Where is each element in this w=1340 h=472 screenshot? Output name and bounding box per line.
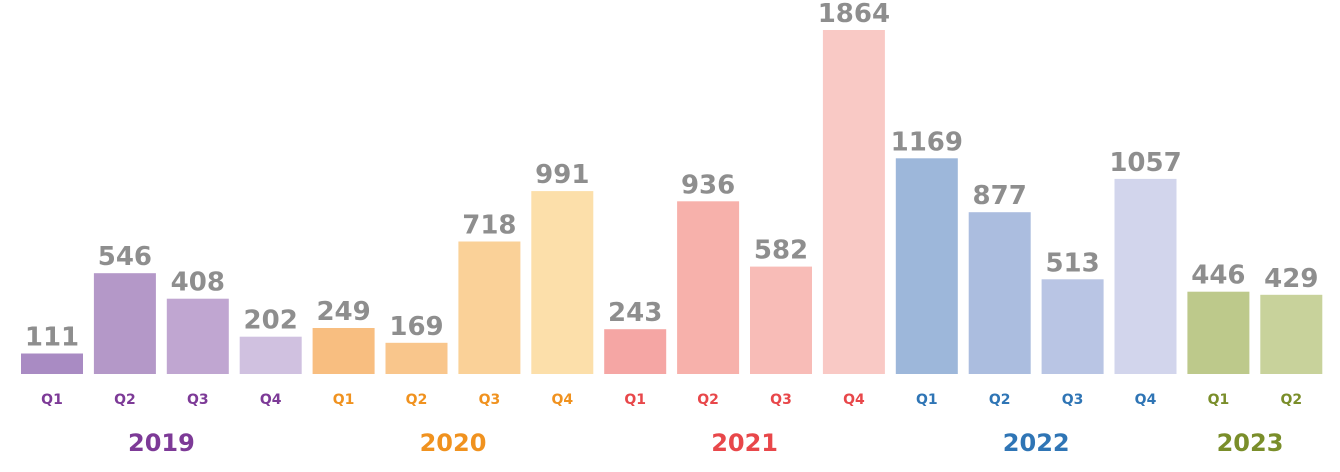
quarter-labels-layer: Q1 Q2 Q3 Q4 Q1 Q2 Q3 Q4 Q1 Q2 Q3 Q4 Q1 Q2 Q3 Q4 Q1 Q2 <box>41 392 1302 408</box>
value-label-2022-q4: 1057 <box>1109 148 1181 178</box>
quarter-label-2023-q1: Q1 <box>1208 392 1230 408</box>
quarter-label-2019-q2: Q2 <box>114 392 136 408</box>
quarter-label-2021-q3: Q3 <box>770 392 792 408</box>
quarter-label-2022-q1: Q1 <box>916 392 938 408</box>
quarter-label-2020-q3: Q3 <box>479 392 501 408</box>
year-label-2021: 2021 <box>711 429 778 457</box>
bar-2023-q2 <box>1260 294 1323 374</box>
quarter-label-2021-q2: Q2 <box>697 392 719 408</box>
value-label-2019-q2: 546 <box>98 242 152 272</box>
bar-2022-q3 <box>1041 279 1104 374</box>
value-label-2023-q2: 429 <box>1264 264 1318 294</box>
value-label-2019-q3: 408 <box>171 268 225 298</box>
quarter-label-2022-q4: Q4 <box>1135 392 1157 408</box>
bar-2020-q4 <box>531 191 594 374</box>
bar-2019-q2 <box>93 273 156 374</box>
quarter-label-2022-q2: Q2 <box>989 392 1011 408</box>
bar-2021-q3 <box>750 266 812 374</box>
quarter-label-2021-q1: Q1 <box>624 392 646 408</box>
value-labels-layer: 111 546 408 202 249 169 718 991 243 936 582 1864 116… <box>25 0 1319 353</box>
quarter-label-2022-q3: Q3 <box>1062 392 1084 408</box>
bar-2020-q3 <box>458 241 521 374</box>
quarter-label-2019-q4: Q4 <box>260 392 282 408</box>
value-label-2020-q3: 718 <box>462 211 516 241</box>
value-label-2021-q4: 1864 <box>818 0 890 29</box>
value-label-2022-q3: 513 <box>1045 248 1099 278</box>
value-label-2021-q2: 936 <box>681 170 735 200</box>
value-label-2023-q1: 446 <box>1191 261 1245 291</box>
bar-2023-q1 <box>1187 291 1250 374</box>
value-label-2019-q4: 202 <box>244 306 298 336</box>
quarter-label-2023-q2: Q2 <box>1280 392 1302 408</box>
bar-2019-q1 <box>21 353 83 374</box>
year-label-2022: 2022 <box>1003 429 1070 457</box>
value-label-2021-q1: 243 <box>608 298 662 328</box>
value-label-2022-q2: 877 <box>973 181 1027 211</box>
value-label-2020-q4: 991 <box>535 160 589 190</box>
bar-2021-q2 <box>677 201 740 374</box>
bar-2022-q2 <box>968 212 1031 374</box>
bar-2022-q1 <box>895 158 958 374</box>
bar-2021-q4 <box>822 30 885 374</box>
value-label-2020-q1: 249 <box>316 297 370 327</box>
bar-2020-q2 <box>385 342 448 374</box>
year-label-2023: 2023 <box>1217 429 1284 457</box>
value-label-2019-q1: 111 <box>25 323 79 353</box>
value-label-2020-q2: 169 <box>389 312 443 342</box>
quarter-label-2020-q4: Q4 <box>551 392 573 408</box>
value-label-2022-q1: 1169 <box>891 127 963 157</box>
bar-2019-q3 <box>166 298 229 374</box>
bar-2019-q4 <box>239 336 302 374</box>
year-labels-layer: 2019 2020 2021 2022 2023 <box>128 429 1283 457</box>
bars-layer <box>21 30 1323 374</box>
year-label-2019: 2019 <box>128 429 195 457</box>
bar-2021-q1 <box>604 329 667 374</box>
year-label-2020: 2020 <box>420 429 487 457</box>
quarter-label-2019-q3: Q3 <box>187 392 209 408</box>
bar-2020-q1 <box>312 328 375 374</box>
quarter-label-2020-q2: Q2 <box>406 392 428 408</box>
bar-2022-q4 <box>1114 178 1177 374</box>
quarter-label-2021-q4: Q4 <box>843 392 865 408</box>
quarter-label-2020-q1: Q1 <box>333 392 355 408</box>
quarter-label-2019-q1: Q1 <box>41 392 63 408</box>
value-label-2021-q3: 582 <box>754 236 808 266</box>
